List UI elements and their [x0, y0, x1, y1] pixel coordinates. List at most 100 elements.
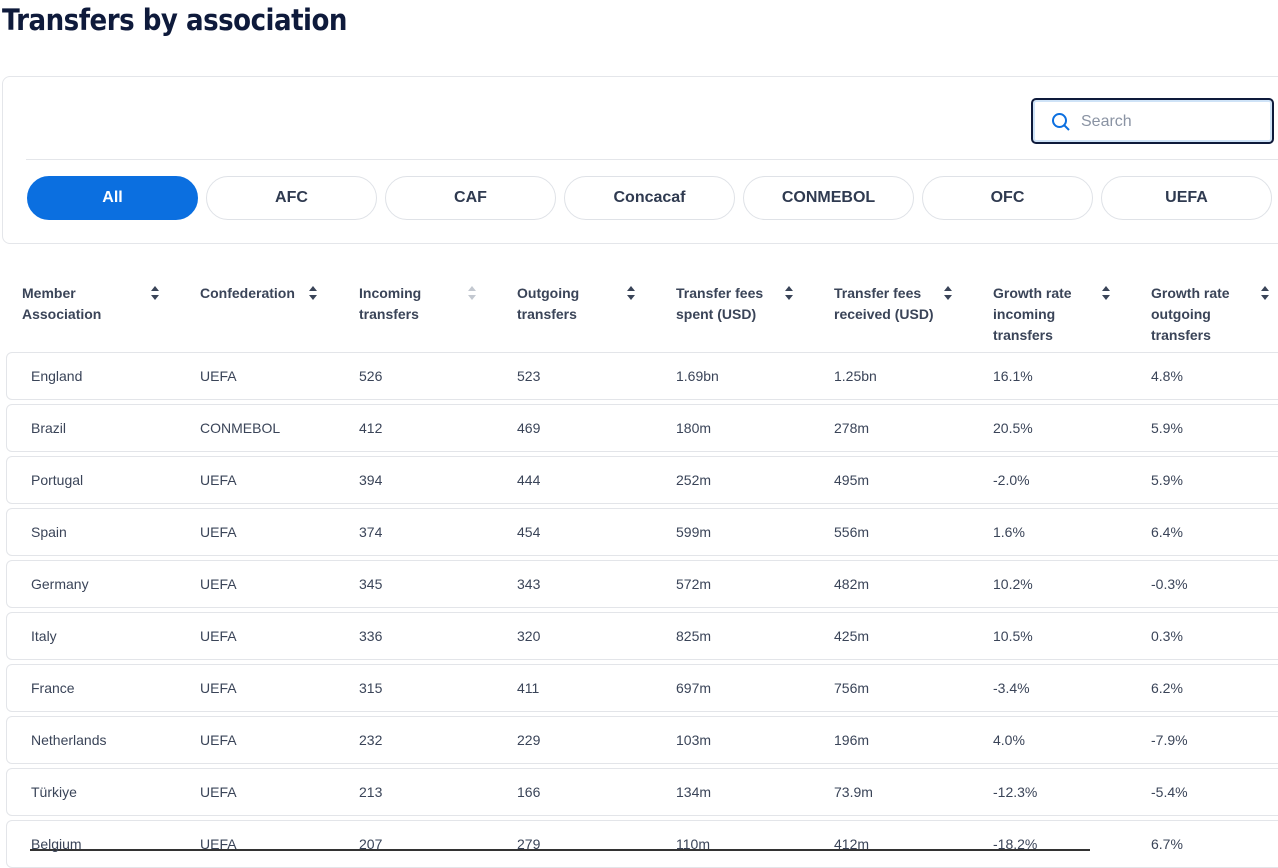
table-cell: 412m: [834, 836, 870, 852]
column-header[interactable]: Member Association: [22, 285, 102, 322]
table-cell: UEFA: [200, 472, 237, 488]
table-cell: 526: [359, 368, 383, 384]
table-cell: 345: [359, 576, 383, 592]
sort-arrows: [1261, 286, 1269, 300]
table-cell: 495m: [834, 472, 870, 488]
table-cell: 10.2%: [993, 576, 1033, 592]
table-cell: -7.9%: [1151, 732, 1188, 748]
table-cell: -0.3%: [1151, 576, 1188, 592]
table-cell: 320: [517, 628, 541, 644]
table-cell: 6.2%: [1151, 680, 1183, 696]
table-cell: UEFA: [200, 628, 237, 644]
sort-arrows: [1102, 286, 1110, 300]
table-cell: 213: [359, 784, 383, 800]
table-cell: 697m: [676, 680, 712, 696]
sort-icon[interactable]: [784, 284, 794, 302]
table-row: [6, 456, 1278, 504]
table-cell: 16.1%: [993, 368, 1033, 384]
column-header[interactable]: Outgoing transfers: [517, 285, 580, 322]
table-cell: 5.9%: [1151, 472, 1183, 488]
table-cell: 279: [517, 836, 541, 852]
table-cell: 73.9m: [834, 784, 873, 800]
table-cell: Spain: [31, 524, 67, 540]
sort-icon[interactable]: [467, 284, 477, 302]
column-header[interactable]: Transfer fees spent (USD): [676, 285, 764, 322]
table-cell: 4.8%: [1151, 368, 1183, 384]
table-row: [6, 768, 1278, 816]
table-cell: Türkiye: [31, 784, 77, 800]
filter-pill[interactable]: CAF: [385, 176, 556, 220]
table-cell: 336: [359, 628, 383, 644]
sort-arrows: [151, 286, 159, 300]
table-cell: 425m: [834, 628, 870, 644]
table-row: [6, 404, 1278, 452]
table-cell: 166: [517, 784, 541, 800]
scroll-edge: [30, 849, 1090, 851]
table-cell: 278m: [834, 420, 870, 436]
table-cell: UEFA: [200, 732, 237, 748]
filter-pill[interactable]: Concacaf: [564, 176, 735, 220]
table-cell: France: [31, 680, 75, 696]
sort-icon[interactable]: [308, 284, 318, 302]
table-cell: 180m: [676, 420, 712, 436]
column-header[interactable]: Growth rate outgoing transfers: [1151, 285, 1230, 343]
table-cell: 207: [359, 836, 383, 852]
table-cell: 103m: [676, 732, 712, 748]
table-cell: England: [31, 368, 83, 384]
table-cell: 394: [359, 472, 383, 488]
table-cell: 523: [517, 368, 541, 384]
search-placeholder: Search: [1081, 113, 1132, 130]
table-cell: 343: [517, 576, 541, 592]
sort-arrows: [785, 286, 793, 300]
sort-arrows: [309, 286, 317, 300]
table-cell: Brazil: [31, 420, 67, 436]
column-header[interactable]: Growth rate incoming transfers: [993, 285, 1072, 343]
table-cell: -18.2%: [993, 836, 1038, 852]
sort-arrows: [468, 286, 476, 300]
table-cell: Italy: [31, 628, 57, 644]
column-header[interactable]: Incoming transfers: [359, 285, 422, 322]
sort-icon[interactable]: [150, 284, 160, 302]
sort-icon[interactable]: [1260, 284, 1270, 302]
table-row: [6, 560, 1278, 608]
table-row: [6, 508, 1278, 556]
table-cell: 0.3%: [1151, 628, 1183, 644]
table-cell: 572m: [676, 576, 712, 592]
column-header[interactable]: Confederation: [200, 285, 295, 301]
table-cell: 469: [517, 420, 541, 436]
sort-icon[interactable]: [943, 284, 953, 302]
table-cell: 6.4%: [1151, 524, 1183, 540]
filter-pill[interactable]: CONMEBOL: [743, 176, 914, 220]
table-cell: Netherlands: [31, 732, 107, 748]
table-cell: UEFA: [200, 524, 237, 540]
filter-pill[interactable]: All: [27, 176, 198, 220]
table-cell: 196m: [834, 732, 870, 748]
sort-icon[interactable]: [1101, 284, 1111, 302]
table-cell: 556m: [834, 524, 870, 540]
table-cell: 482m: [834, 576, 870, 592]
sort-icon[interactable]: [626, 284, 636, 302]
table-cell: 6.7%: [1151, 836, 1183, 852]
filter-pill[interactable]: UEFA: [1101, 176, 1272, 220]
table-cell: UEFA: [200, 680, 237, 696]
table-cell: 444: [517, 472, 541, 488]
table-cell: -12.3%: [993, 784, 1038, 800]
table-row: [6, 664, 1278, 712]
page-title: Transfers by association: [2, 3, 348, 37]
table-cell: 5.9%: [1151, 420, 1183, 436]
table-cell: UEFA: [200, 836, 237, 852]
column-header[interactable]: Transfer fees received (USD): [834, 285, 934, 322]
table-row: [6, 612, 1278, 660]
table-cell: 10.5%: [993, 628, 1033, 644]
table-cell: UEFA: [200, 784, 237, 800]
table-row: [6, 352, 1278, 400]
filter-pill[interactable]: OFC: [922, 176, 1093, 220]
table-cell: 4.0%: [993, 732, 1025, 748]
table-cell: 134m: [676, 784, 712, 800]
table-cell: 412: [359, 420, 383, 436]
table-cell: -3.4%: [993, 680, 1030, 696]
filter-pill[interactable]: AFC: [206, 176, 377, 220]
search-box[interactable]: Search: [1031, 98, 1274, 144]
